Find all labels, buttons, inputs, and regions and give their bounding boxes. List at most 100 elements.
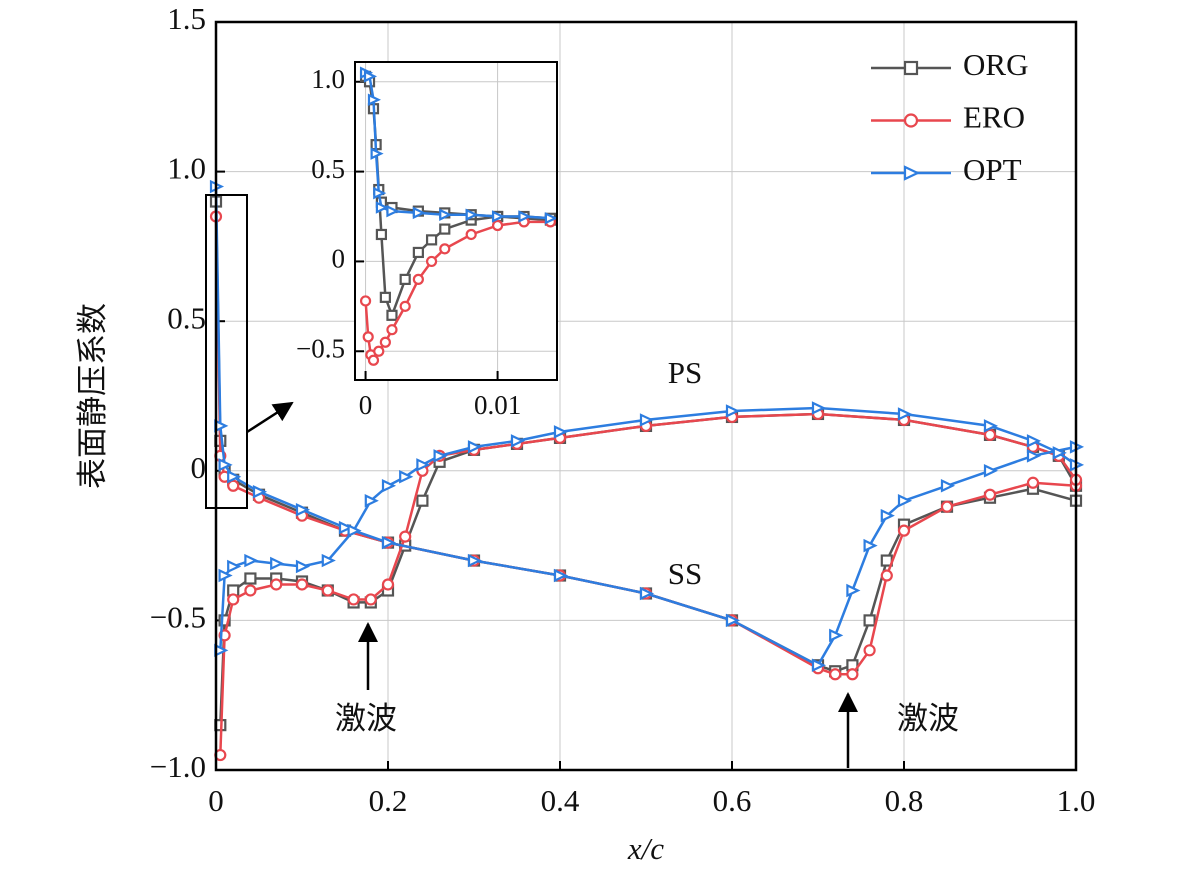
marker [370, 147, 384, 160]
marker [425, 255, 438, 268]
annotation: 激波 [897, 701, 959, 736]
marker [433, 449, 448, 463]
marker [399, 470, 414, 484]
marker [863, 538, 878, 553]
marker [639, 586, 655, 601]
marker [863, 614, 876, 627]
marker [373, 186, 387, 200]
marker [983, 428, 997, 441]
marker [375, 201, 389, 214]
marker [491, 219, 504, 232]
x-tick-label: 1.0 [1057, 783, 1096, 818]
marker [846, 583, 861, 598]
annotation: 激波 [335, 701, 397, 736]
marker [863, 644, 876, 657]
marker [227, 470, 242, 484]
marker [321, 553, 336, 568]
marker [1026, 449, 1042, 463]
marker [379, 336, 391, 348]
y-tick-label: −1.0 [150, 749, 206, 784]
marker [465, 228, 477, 241]
marker [386, 309, 398, 321]
marker [295, 502, 311, 517]
marker [347, 593, 360, 606]
marker [811, 658, 827, 673]
marker [367, 354, 380, 366]
zoom-arrow [246, 401, 294, 434]
marker [375, 228, 388, 241]
marker [639, 413, 655, 427]
y-tick-label: 0.5 [167, 300, 206, 335]
marker [425, 234, 438, 246]
y-tick-label: 0.5 [311, 154, 345, 184]
marker [439, 223, 451, 235]
x-tick-label: 0.6 [713, 783, 752, 818]
marker [338, 520, 354, 535]
marker [725, 404, 741, 418]
marker [897, 407, 913, 421]
marker [270, 556, 285, 571]
marker [399, 530, 412, 543]
marker [252, 485, 268, 499]
marker [903, 113, 919, 128]
marker [379, 291, 391, 303]
x-tick-label: 0.01 [474, 390, 521, 420]
marker [1052, 446, 1067, 460]
legend-label: OPT [963, 152, 1022, 187]
marker [829, 628, 844, 643]
marker [553, 425, 569, 439]
inset-plot: 0 0.01 −0.5 0 0.5 1.0 [296, 61, 558, 420]
marker [467, 553, 483, 568]
marker [491, 210, 506, 223]
zoom-box [205, 194, 248, 509]
marker [897, 524, 911, 537]
marker [270, 578, 283, 591]
marker [244, 584, 257, 597]
marker [829, 668, 842, 681]
marker [359, 295, 372, 307]
y-tick-label: −0.5 [150, 600, 206, 635]
main-plot: 0 0.2 0.4 0.6 0.8 1.0 −1.0 −0.5 0 0.5 1.0 1.5 x/c 表面静… [75, 1, 1095, 866]
marker [983, 488, 997, 501]
y-tick-label: 1.0 [311, 64, 345, 94]
marker [416, 494, 429, 507]
marker [386, 324, 398, 336]
marker [295, 578, 309, 591]
marker [510, 434, 526, 448]
marker [364, 493, 379, 508]
marker [412, 206, 426, 220]
marker [465, 208, 479, 221]
marker [381, 535, 397, 550]
marker [846, 668, 859, 681]
marker [518, 210, 532, 223]
x-tick-label: 0.8 [885, 783, 924, 818]
marker [218, 568, 233, 583]
y-tick-label: −0.5 [296, 333, 345, 363]
y-tick-label: 1.0 [167, 151, 206, 186]
marker [386, 204, 400, 218]
marker [940, 479, 956, 493]
marker [880, 569, 893, 582]
marker [1026, 476, 1040, 489]
marker [983, 464, 999, 478]
marker [544, 212, 558, 225]
marker [439, 208, 453, 221]
marker [811, 401, 827, 415]
marker [381, 479, 397, 493]
marker [416, 458, 431, 472]
marker [983, 419, 999, 433]
marker [412, 246, 424, 259]
series-layer [209, 179, 1085, 762]
marker [467, 440, 483, 454]
marker [363, 70, 378, 83]
y-tick-label: 0 [191, 450, 207, 485]
plot-frame [354, 61, 558, 381]
marker [897, 493, 913, 508]
marker [347, 523, 362, 538]
x-axis-label: x/c [627, 831, 664, 866]
marker [295, 559, 311, 574]
y-tick-label: 0 [332, 244, 346, 274]
marker [439, 243, 451, 255]
legend-label: ERO [963, 100, 1025, 135]
plot-background [216, 22, 1076, 770]
